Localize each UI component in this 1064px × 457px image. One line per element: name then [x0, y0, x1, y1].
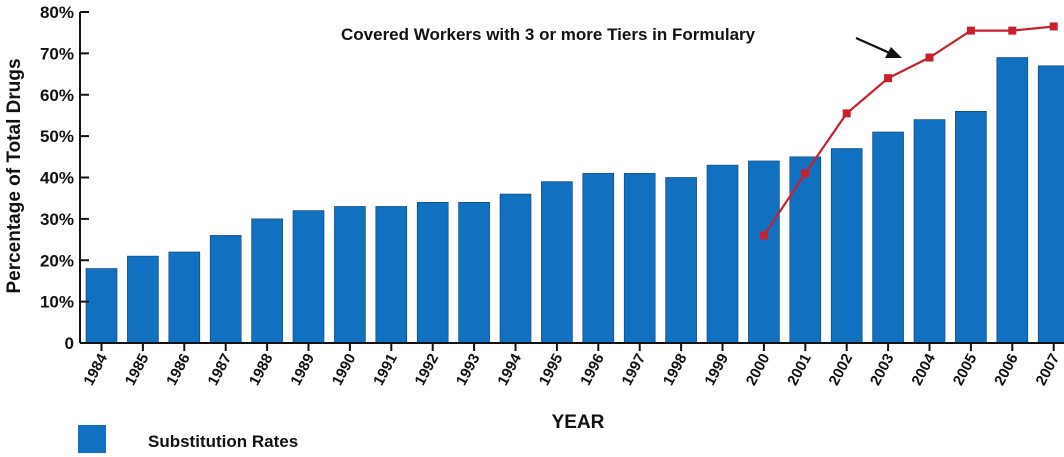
bar-1986	[168, 251, 201, 344]
x-tick-label: 1995	[536, 351, 567, 388]
x-tick-label: 2007	[1033, 351, 1064, 388]
bar-2000	[748, 160, 780, 344]
tier-point	[1008, 26, 1017, 35]
line-layer	[759, 22, 1058, 240]
tier-point	[925, 53, 934, 62]
x-tick-label: 1985	[122, 351, 153, 388]
bar-2002	[830, 148, 863, 344]
y-tick-label: 20%	[40, 251, 74, 270]
bar-2005	[955, 111, 987, 344]
x-tick-label: 1988	[246, 351, 277, 388]
tier-line	[762, 25, 1054, 237]
legend-swatch	[78, 425, 106, 453]
bar-2004	[913, 119, 946, 344]
x-tick-label: 1998	[660, 351, 691, 388]
y-tick-label: 30%	[40, 210, 74, 229]
x-tick-label: 1992	[412, 351, 443, 388]
tier-point	[884, 74, 893, 83]
annotation-arrow	[855, 36, 902, 58]
bar-2001	[789, 156, 822, 344]
legend-label: Substitution Rates	[148, 432, 298, 451]
bar-1993	[458, 202, 490, 344]
x-tick-label: 1993	[453, 351, 484, 388]
y-tick-label: 80%	[40, 3, 74, 22]
x-axis-title: YEAR	[552, 412, 605, 433]
x-tick-label: 1991	[370, 351, 401, 388]
y-tick-label: 70%	[40, 44, 74, 63]
x-tick-label: 2005	[950, 351, 981, 388]
y-tick-label: 50%	[40, 127, 74, 146]
bar-1984	[85, 268, 118, 344]
bar-1995	[541, 181, 573, 344]
bar-1999	[706, 164, 739, 344]
x-tick-label: 2002	[826, 351, 857, 388]
bar-1988	[251, 218, 283, 344]
bar-1996	[582, 173, 615, 344]
axis-layer	[79, 11, 1064, 351]
tier-point	[759, 231, 768, 240]
bar-1987	[209, 235, 242, 344]
x-tick-label: 2006	[991, 351, 1022, 388]
x-tick-label: 1997	[619, 351, 650, 388]
bar-1990	[334, 206, 366, 344]
y-tick-label: 0	[65, 334, 74, 353]
y-tick-label: 60%	[40, 86, 74, 105]
tier-point	[966, 26, 975, 35]
x-tick-label: 1987	[205, 351, 236, 388]
y-axis-title: Percentage of Total Drugs	[4, 58, 25, 293]
bars-layer	[85, 57, 1064, 344]
x-tick-label: 1984	[80, 350, 111, 388]
x-tick-label: 2004	[908, 350, 939, 388]
bar-2006	[996, 57, 1029, 344]
bar-1994	[499, 193, 532, 344]
x-tick-label: 1996	[577, 351, 608, 388]
tier-point	[842, 109, 851, 118]
y-tick-label: 10%	[40, 293, 74, 312]
x-tick-label: 2001	[784, 351, 815, 388]
bar-1991	[375, 206, 408, 344]
tier-point	[1049, 22, 1058, 31]
bar-1989	[292, 210, 325, 344]
x-tick-label: 2000	[743, 351, 774, 388]
x-tick-label: 2003	[867, 351, 898, 388]
tier-point	[801, 169, 810, 178]
x-tick-label: 1986	[163, 351, 194, 388]
x-tick-label: 1999	[701, 351, 732, 388]
x-tick-label: 1994	[494, 350, 525, 388]
line-annotation: Covered Workers with 3 or more Tiers in …	[341, 25, 756, 44]
x-tick-label: 1989	[287, 351, 318, 388]
bar-1997	[623, 173, 656, 344]
bar-1985	[127, 255, 159, 344]
x-tick-label: 1990	[329, 351, 360, 388]
y-tick-label: 40%	[40, 169, 74, 188]
bar-2007	[1037, 65, 1064, 344]
bar-2003	[872, 131, 904, 344]
bar-1998	[665, 177, 697, 344]
bar-1992	[416, 202, 449, 344]
